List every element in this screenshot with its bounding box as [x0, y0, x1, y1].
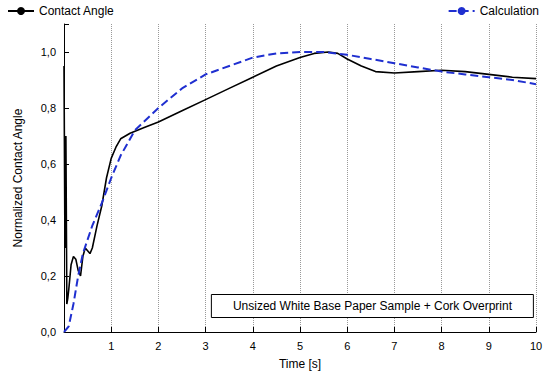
svg-text:6: 6 [344, 340, 350, 352]
svg-text:Contact Angle: Contact Angle [39, 4, 114, 18]
svg-text:Calculation: Calculation [480, 4, 539, 18]
svg-text:1,0: 1,0 [41, 46, 56, 58]
svg-text:0,4: 0,4 [41, 214, 56, 226]
svg-text:0,0: 0,0 [41, 326, 56, 338]
svg-text:0,2: 0,2 [41, 270, 56, 282]
svg-text:3: 3 [203, 340, 209, 352]
svg-text:Normalized Contact Angle: Normalized Contact Angle [11, 108, 25, 247]
svg-text:4: 4 [250, 340, 256, 352]
svg-text:10: 10 [530, 340, 542, 352]
svg-text:8: 8 [439, 340, 445, 352]
svg-text:7: 7 [391, 340, 397, 352]
svg-text:Unsized White Base Paper Sampl: Unsized White Base Paper Sample + Cork O… [233, 299, 513, 313]
svg-text:Time [s]: Time [s] [279, 357, 321, 371]
svg-text:0,6: 0,6 [41, 158, 56, 170]
svg-text:5: 5 [297, 340, 303, 352]
svg-text:1: 1 [108, 340, 114, 352]
svg-text:0,8: 0,8 [41, 102, 56, 114]
svg-text:9: 9 [486, 340, 492, 352]
svg-text:2: 2 [155, 340, 161, 352]
